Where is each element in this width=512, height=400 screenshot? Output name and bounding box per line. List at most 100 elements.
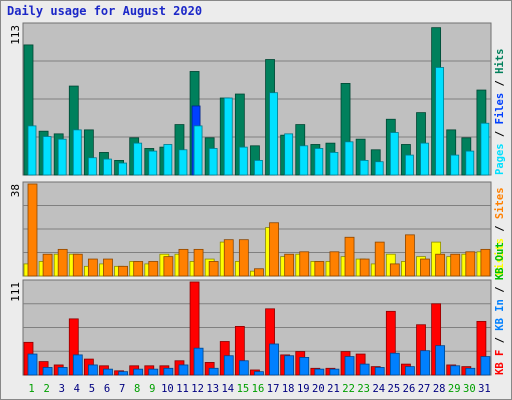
pages-bar [420, 142, 429, 176]
kb_in-bar [103, 368, 113, 376]
x-tick-label: 27 [418, 383, 431, 395]
pages-bar [329, 152, 339, 176]
legend-kb_out: KB Out [494, 242, 506, 280]
x-tick-label: 26 [403, 383, 416, 395]
legend-hits: Hits [494, 49, 506, 74]
x-tick-label: 11 [176, 383, 189, 395]
x-tick-label: 10 [161, 383, 174, 395]
legend-kb_f: KB F [494, 350, 506, 375]
sites-bar [133, 261, 144, 277]
sites-bar [118, 265, 128, 277]
sites-bar [405, 234, 415, 277]
legend-separator: / [494, 74, 506, 93]
pages-bar [133, 142, 143, 176]
sites-bar [72, 253, 83, 277]
kb_in-bar [435, 345, 446, 376]
visits-sites-legend: Visits / Sites [494, 187, 506, 276]
pages-bar [148, 150, 158, 176]
kb_in-bar [42, 367, 53, 376]
pages-bar [480, 122, 490, 176]
kb_in-bar [359, 363, 370, 376]
pages-bar [374, 161, 384, 176]
kbytes-legend: KB F / KB In / KB Out [494, 242, 506, 375]
legend-separator: / [494, 280, 506, 299]
x-tick-label: 2 [43, 383, 49, 395]
x-tick-label: 29 [448, 383, 461, 395]
pages-bar [269, 92, 278, 176]
legend-separator: / [494, 219, 506, 238]
x-tick-label: 19 [297, 383, 310, 395]
pages-bar [284, 133, 294, 176]
x-tick-label: 17 [267, 383, 280, 395]
sites-bar [435, 253, 446, 277]
kb_in-bar [284, 355, 295, 376]
x-tick-label: 24 [372, 383, 385, 395]
kb_in-bar [329, 368, 340, 376]
pages-bar [103, 158, 112, 176]
sites-bar [450, 253, 461, 277]
x-tick-label: 22 [342, 383, 355, 395]
sites-bar [103, 258, 113, 277]
hits-files-pages-legend: Pages / Files / Hits [494, 49, 506, 175]
pages-bar [405, 154, 414, 176]
sites-bar [284, 253, 295, 277]
pages-bar [344, 141, 354, 176]
kb_in-bar [254, 371, 264, 376]
x-tick-label: 14 [221, 383, 234, 395]
x-tick-label: 4 [74, 383, 80, 395]
pages-bar [223, 97, 233, 176]
x-tick-label: 8 [134, 383, 140, 395]
sites-bar [299, 251, 310, 277]
kb_in-bar [314, 368, 325, 376]
sites-bar [42, 253, 53, 277]
x-tick-label: 18 [282, 383, 295, 395]
sites-bar [344, 236, 355, 277]
legend-separator: / [494, 124, 506, 143]
kbytes-ymax-label: 111 [9, 282, 22, 302]
kb_in-bar [57, 367, 68, 376]
sites-bar [208, 261, 219, 277]
kb_in-bar [465, 367, 476, 376]
sites-bar [178, 248, 189, 277]
pages-bar [238, 146, 248, 176]
pages-bar [299, 145, 309, 176]
sites-bar [193, 248, 204, 277]
x-tick-label: 9 [149, 383, 155, 395]
sites-bar [27, 183, 38, 277]
kb_in-bar [420, 350, 430, 376]
kb_in-bar [148, 368, 159, 376]
legend-visits: Visits [494, 238, 506, 276]
legend-kb_in: KB In [494, 299, 506, 331]
pages-bar [163, 144, 173, 176]
sites-bar [389, 263, 400, 277]
x-tick-label: 6 [104, 383, 110, 395]
kb_in-bar [480, 356, 491, 376]
pages-bar [42, 136, 52, 176]
pages-bar [193, 125, 203, 176]
pages-bar [314, 148, 324, 176]
x-tick-label: 28 [433, 383, 446, 395]
kb_in-bar [405, 366, 415, 376]
x-tick-label: 21 [327, 383, 340, 395]
kb_in-bar [389, 352, 400, 376]
x-tick-label: 12 [191, 383, 204, 395]
x-tick-label: 16 [252, 383, 265, 395]
chart-title: Daily usage for August 2020 [7, 4, 203, 18]
x-tick-label: 3 [59, 383, 65, 395]
kb_in-bar [299, 357, 310, 376]
pages-bar [178, 149, 188, 176]
kb_in-bar [450, 365, 461, 376]
pages-bar [450, 154, 460, 176]
hits-files-pages-ymax-label: 113 [9, 25, 22, 45]
x-tick-label: 13 [206, 383, 219, 395]
pages-bar [208, 148, 218, 176]
kb_in-bar [238, 360, 249, 376]
sites-bar [57, 248, 68, 277]
x-tick-label: 25 [388, 383, 401, 395]
kb_in-bar [178, 364, 189, 376]
x-tick-label: 15 [237, 383, 250, 395]
pages-bar [72, 129, 82, 176]
pages-bar [389, 132, 399, 176]
kb_in-bar [27, 353, 38, 376]
